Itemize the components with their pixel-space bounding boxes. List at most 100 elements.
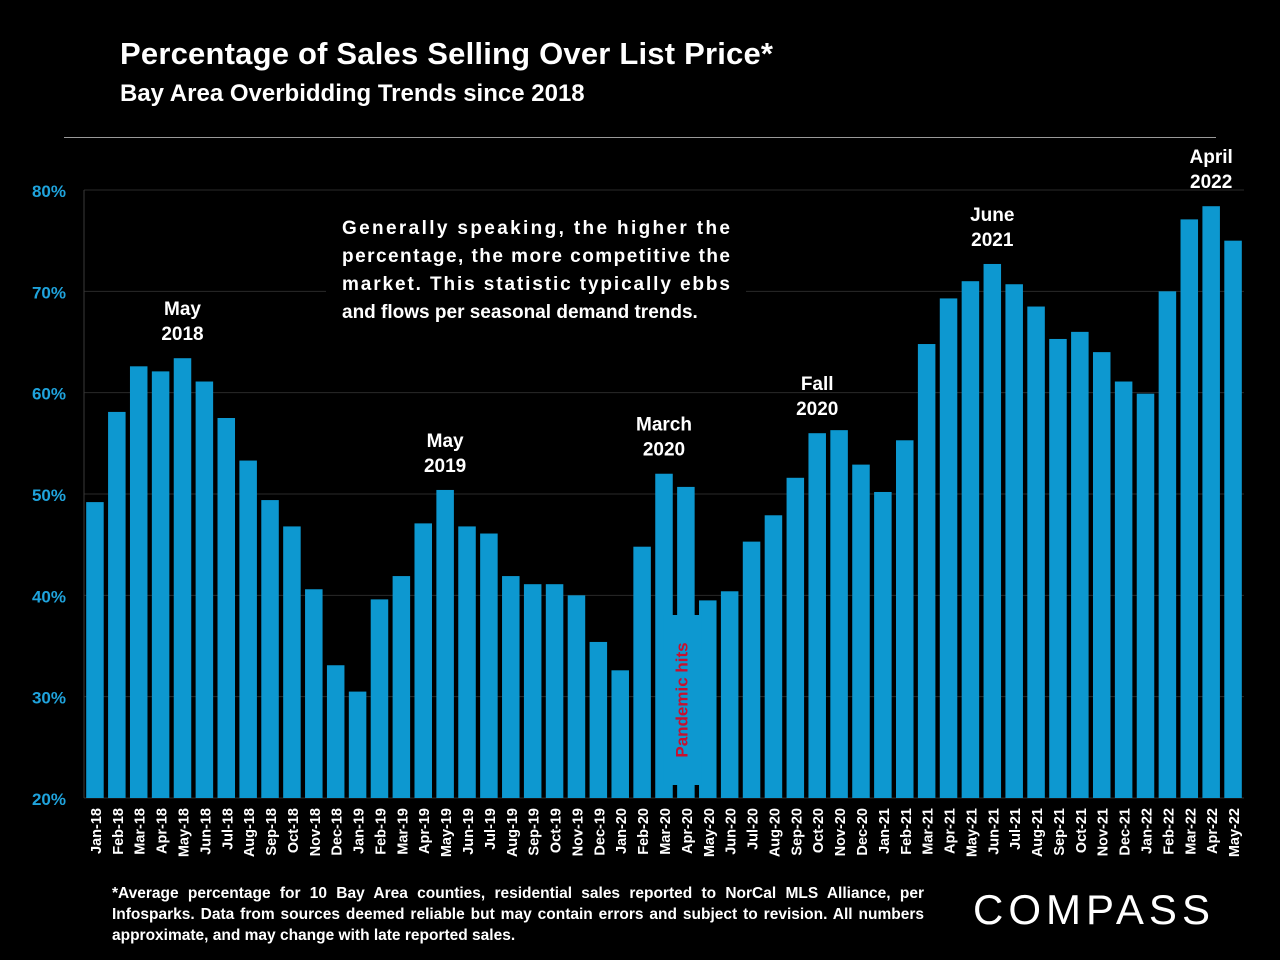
bar-Nov-18 [305,589,323,798]
x-tick-label: Aug-19 [505,808,521,857]
x-tick-label: Mar-19 [395,808,411,855]
y-tick-label: 80% [32,182,66,201]
x-tick-label: Oct-18 [286,808,302,853]
y-tick-label: 50% [32,486,66,505]
bar-Oct-21 [1071,331,1089,798]
y-tick-label: 20% [32,790,66,809]
chart-title: Percentage of Sales Selling Over List Pr… [120,36,774,71]
bar-Oct-20 [808,433,826,798]
annotation-label: May [427,431,464,452]
bar-Jan-21 [874,491,892,798]
x-tick-label: Dec-21 [1118,808,1134,856]
bar-Oct-18 [283,526,301,798]
x-tick-label: May-18 [176,808,192,857]
x-tick-label: Apr-22 [1205,808,1221,854]
x-tick-label: Jun-18 [198,808,214,855]
x-tick-label: Sep-21 [1052,808,1068,856]
bar-Nov-21 [1092,352,1111,798]
x-tick-label: Sep-19 [527,808,543,856]
x-tick-label: Jun-19 [461,808,477,855]
x-tick-label: Dec-20 [855,808,871,856]
bar-Mar-18 [129,366,148,798]
x-tick-label: Feb-18 [111,808,127,855]
x-tick-label: Feb-22 [1161,808,1177,855]
x-tick-label: Dec-19 [592,808,608,856]
bar-Aug-19 [502,576,520,798]
x-tick-label: Nov-21 [1096,808,1112,856]
x-tick-label: Sep-20 [789,808,805,856]
bar-Sep-20 [786,477,805,798]
bar-Dec-21 [1114,381,1133,798]
bar-Aug-18 [239,460,257,798]
y-tick-label: 30% [32,689,66,708]
annotation-label: Fall [801,374,834,395]
y-tick-label: 70% [32,283,66,302]
x-tick-label: Aug-21 [1030,808,1046,857]
callout-box [326,207,746,327]
bar-Mar-21 [917,344,936,798]
annotation-label: June [970,205,1014,226]
bar-Sep-18 [261,500,279,798]
bar-Apr-21 [939,298,958,798]
bar-May-18 [173,358,192,798]
footnote: *Average percentage for 10 Bay Area coun… [112,885,924,944]
bar-Nov-19 [567,595,586,798]
bar-Feb-18 [108,411,126,798]
x-tick-label: Jan-19 [352,808,368,854]
bar-Feb-21 [896,440,914,798]
compass-logo-text: COMPASS [973,886,1215,933]
bar-Jan-22 [1136,393,1155,798]
x-tick-label: Nov-19 [570,808,586,856]
bar-May-22 [1224,240,1242,798]
x-tick-label: May-22 [1227,808,1243,857]
bar-Apr-19 [414,523,432,798]
x-tick-label: Feb-21 [899,808,915,855]
x-tick-label: Jul-20 [746,808,762,850]
bar-Sep-19 [523,584,542,798]
bar-Jul-18 [217,418,236,798]
bar-Aug-20 [764,515,783,798]
bar-Feb-19 [370,599,389,798]
bar-Feb-20 [633,546,651,798]
bar-Dec-20 [852,464,870,798]
bar-Oct-19 [545,584,564,798]
x-tick-label: Jan-18 [89,808,105,854]
pandemic-label-bg [663,615,702,785]
annotation-label: 2021 [971,230,1014,251]
bar-Mar-22 [1180,219,1199,799]
title-divider [64,137,1216,138]
annotation-label: 2018 [161,324,203,345]
x-tick-label: Sep-18 [264,808,280,856]
x-tick-label: Jan-20 [614,808,630,854]
x-tick-label: Jul-18 [220,808,236,850]
x-tick-label: Oct-20 [811,808,827,853]
compass-logo: COMPASS [973,886,1215,933]
x-tick-label: Oct-19 [549,808,565,853]
bar-Jun-20 [720,591,739,798]
x-tick-label: Mar-21 [921,808,937,855]
x-tick-label: Jan-21 [877,808,893,854]
annotation-label: 2019 [424,456,466,477]
annotation-label: 2020 [796,399,838,420]
x-tick-label: Jun-21 [986,808,1002,855]
bar-Jun-19 [458,526,476,798]
bar-May-19 [436,489,454,798]
callout-text: Generally speaking, the higher the percen… [342,218,730,323]
x-tick-label: Feb-20 [636,808,652,855]
x-tick-label: Aug-20 [767,808,783,857]
x-tick-label: Mar-22 [1183,808,1199,855]
x-tick-label: Apr-20 [680,808,696,854]
x-tick-label: Oct-21 [1074,808,1090,853]
x-tick-label: Jul-21 [1008,808,1024,850]
bar-May-20 [699,600,717,798]
x-tick-label: Jul-19 [483,808,499,850]
annotation-label: March [636,415,692,436]
annotation-label: April [1190,147,1233,168]
bar-Jul-19 [480,533,498,798]
bar-Dec-19 [589,641,608,798]
x-tick-label: Aug-18 [242,808,258,857]
bar-Jul-20 [742,541,761,798]
x-tick-label: Feb-19 [373,808,389,855]
x-tick-label: Apr-19 [417,808,433,854]
